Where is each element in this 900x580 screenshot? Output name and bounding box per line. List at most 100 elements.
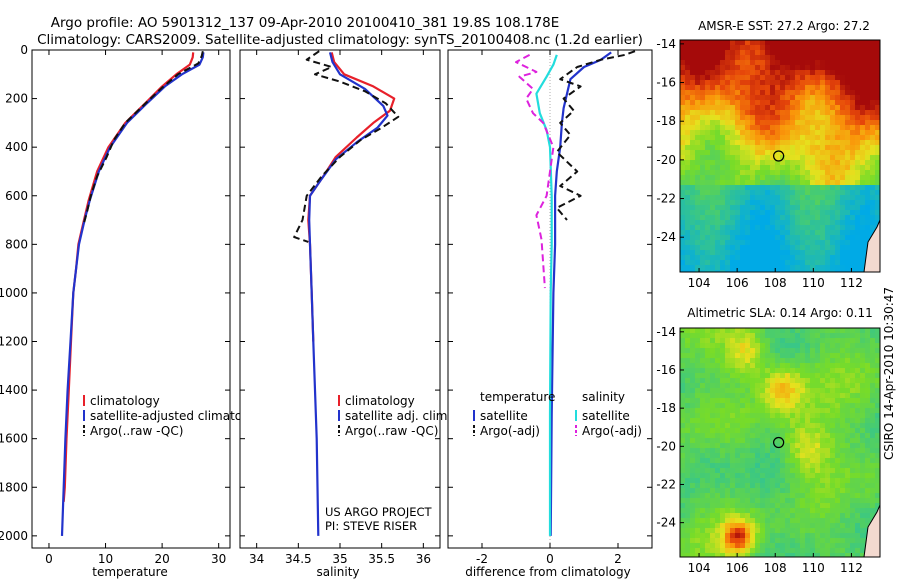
map-cell [850, 205, 856, 211]
map-cell [700, 373, 706, 379]
map-cell [845, 180, 851, 186]
map-cell [825, 190, 831, 196]
map-cell [705, 483, 711, 489]
map-cell [750, 448, 756, 454]
map-cell [765, 413, 771, 419]
map-cell [735, 40, 741, 46]
map-cell [745, 90, 751, 96]
map-cell [830, 383, 836, 389]
map-cell [830, 373, 836, 379]
map-cell [725, 373, 731, 379]
map-cell [765, 60, 771, 66]
map-cell [685, 90, 691, 96]
map-cell [715, 175, 721, 181]
map-cell [710, 40, 716, 46]
map-cell [685, 483, 691, 489]
map-cell [860, 503, 866, 509]
map-cell [875, 110, 881, 116]
map-cell [735, 463, 741, 469]
map-cell [730, 190, 736, 196]
map-cell [865, 225, 871, 231]
map-cell [820, 408, 826, 414]
map-cell [710, 338, 716, 344]
temperature-profile-xtick-label: 10 [98, 552, 113, 566]
map-cell [790, 543, 796, 549]
map-cell [860, 328, 866, 334]
map-cell [875, 473, 881, 479]
map-cell [835, 150, 841, 156]
map-cell [735, 140, 741, 146]
map-cell [830, 393, 836, 399]
map-cell [740, 55, 746, 61]
map-cell [815, 205, 821, 211]
map-cell [695, 388, 701, 394]
map-cell [795, 548, 801, 554]
map-cell [695, 338, 701, 344]
map-cell [825, 538, 831, 544]
map-cell [865, 388, 871, 394]
map-cell [830, 343, 836, 349]
map-cell [720, 70, 726, 76]
map-cell [825, 363, 831, 369]
map-cell [760, 75, 766, 81]
map-cell [785, 418, 791, 424]
map-cell [795, 125, 801, 131]
map-cell [860, 343, 866, 349]
map-cell [835, 523, 841, 529]
map-cell [825, 255, 831, 261]
map-cell [720, 513, 726, 519]
map-cell [840, 548, 846, 554]
map-cell [775, 45, 781, 51]
map-cell [795, 418, 801, 424]
map-cell [725, 383, 731, 389]
map-cell [750, 453, 756, 459]
map-cell [790, 328, 796, 334]
map-cell [755, 260, 761, 266]
map-cell [845, 60, 851, 66]
map-cell [800, 210, 806, 216]
map-cell [740, 378, 746, 384]
map-cell [835, 185, 841, 191]
map-cell [795, 478, 801, 484]
map-cell [775, 105, 781, 111]
map-cell [730, 358, 736, 364]
map-cell [845, 90, 851, 96]
map-cell [785, 388, 791, 394]
map-cell [855, 175, 861, 181]
map-cell [765, 428, 771, 434]
map-cell [840, 553, 846, 558]
map-cell [725, 155, 731, 161]
map-cell [800, 190, 806, 196]
map-cell [755, 373, 761, 379]
map-cell [705, 348, 711, 354]
map-cell [740, 165, 746, 171]
map-cell [725, 130, 731, 136]
map-cell [845, 548, 851, 554]
map-cell [755, 463, 761, 469]
map-cell [680, 488, 686, 494]
map-cell [865, 483, 871, 489]
map-cell [805, 423, 811, 429]
map-cell [715, 115, 721, 121]
legend-label: satellite [480, 409, 528, 423]
map-cell [725, 353, 731, 359]
map-cell [820, 393, 826, 399]
map-cell [685, 220, 691, 226]
map-cell [750, 105, 756, 111]
map-cell [730, 260, 736, 266]
map-cell [780, 448, 786, 454]
map-cell [865, 343, 871, 349]
map-cell [750, 95, 756, 101]
map-cell [695, 155, 701, 161]
map-cell [750, 443, 756, 449]
map-cell [850, 478, 856, 484]
map-cell [740, 518, 746, 524]
map-cell [835, 518, 841, 524]
map-cell [760, 265, 766, 271]
map-cell [835, 155, 841, 161]
map-cell [720, 100, 726, 106]
map-cell [775, 488, 781, 494]
map-cell [785, 210, 791, 216]
map-cell [820, 225, 826, 231]
map-cell [735, 518, 741, 524]
